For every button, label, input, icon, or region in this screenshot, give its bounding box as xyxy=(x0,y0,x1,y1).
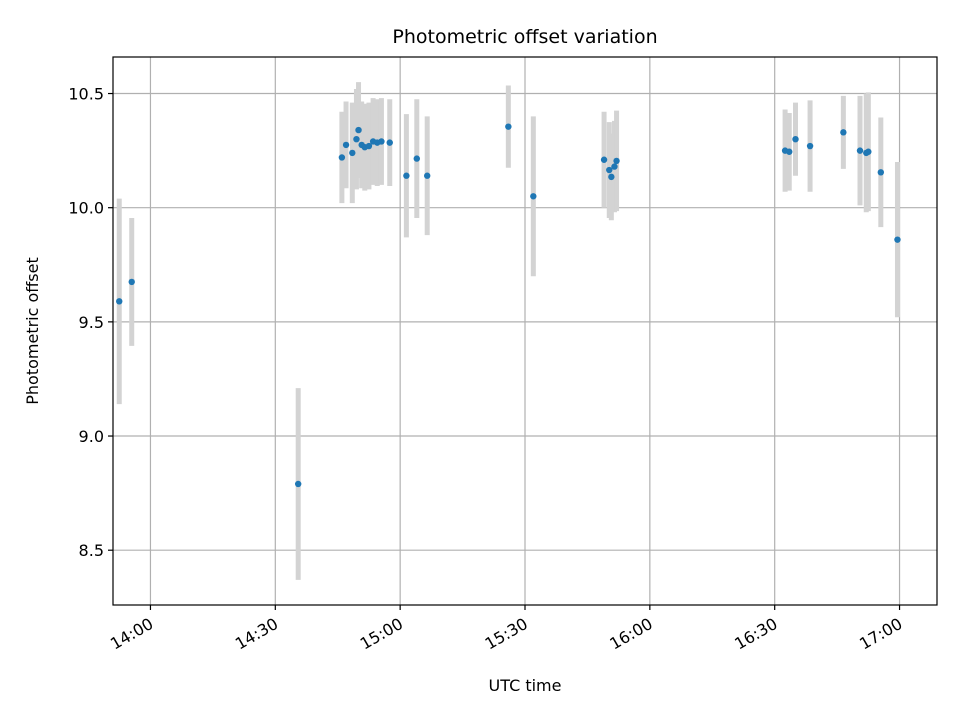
data-point xyxy=(608,173,615,181)
data-point xyxy=(877,169,885,176)
y-axis-ticks: 8.5 9.0 9.5 10.0 10.5 xyxy=(68,85,113,560)
data-point xyxy=(600,156,608,163)
data-point xyxy=(294,480,302,488)
data-point xyxy=(613,157,620,165)
data-point xyxy=(530,193,537,200)
data-point xyxy=(355,126,362,134)
data-point xyxy=(840,129,847,136)
y-tick-label: 10.0 xyxy=(68,199,104,218)
data-point xyxy=(856,147,864,154)
data-point xyxy=(116,298,123,305)
data-point xyxy=(606,166,613,174)
data-point xyxy=(792,136,799,143)
data-point xyxy=(413,155,420,162)
y-tick-label: 9.0 xyxy=(79,427,104,446)
data-point xyxy=(424,172,431,179)
x-axis-label: UTC time xyxy=(489,676,562,695)
data-point xyxy=(894,236,901,243)
grid-layer xyxy=(113,57,937,605)
data-point xyxy=(806,142,814,150)
data-point xyxy=(349,149,356,157)
data-point xyxy=(611,163,618,170)
data-point xyxy=(865,148,872,155)
data-point xyxy=(786,148,793,155)
data-point xyxy=(342,141,350,149)
data-point xyxy=(378,138,385,145)
y-axis-label: Photometric offset xyxy=(23,257,42,405)
data-point xyxy=(365,142,373,150)
data-point xyxy=(386,139,393,146)
data-point xyxy=(403,172,410,179)
data-point xyxy=(505,123,512,130)
data-point xyxy=(353,136,360,143)
chart-title: Photometric offset variation xyxy=(392,26,657,48)
data-point xyxy=(128,278,135,286)
y-tick-label: 8.5 xyxy=(79,541,104,560)
y-tick-label: 10.5 xyxy=(68,85,104,104)
data-point xyxy=(338,154,346,161)
y-tick-label: 9.5 xyxy=(79,313,104,332)
point-layer xyxy=(116,123,901,488)
